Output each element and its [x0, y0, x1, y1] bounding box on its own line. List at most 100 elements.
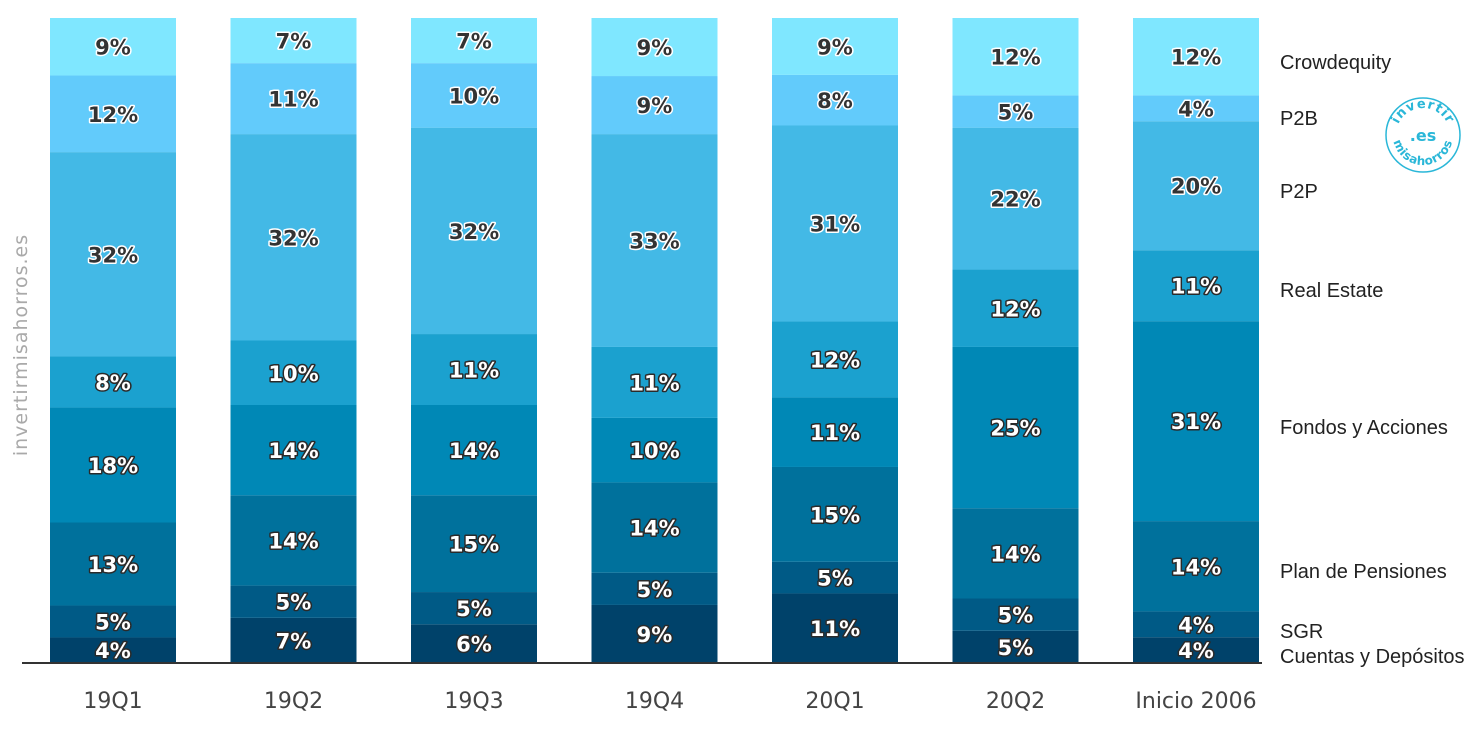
- bar-segment-19q2-p2b: [230, 63, 357, 135]
- bar-segment-19q4-plan-de-pensiones: [591, 482, 718, 573]
- bar-segment-20q2-fondos-y-acciones: [952, 346, 1079, 509]
- bar-segment-20q2-sgr: [952, 598, 1079, 631]
- bar-segment-inicio-2006-real-estate: [1133, 250, 1259, 322]
- data-label-19q4-cuentas-y-depositos: 9%: [637, 623, 673, 647]
- legend: Cuentas y Depósitos SGR Plan de Pensiones F…: [1280, 52, 1465, 668]
- category-label-20q1: 20Q1: [805, 689, 864, 714]
- bar-segment-19q1-crowdequity: [50, 18, 176, 76]
- bar-segment-19q3-p2b: [411, 63, 537, 128]
- category-label-19q1: 19Q1: [83, 689, 142, 714]
- category-label-19q4: 19Q4: [625, 689, 684, 714]
- bar-segment-20q2-cuentas-y-depositos: [952, 630, 1079, 663]
- bar-segment-19q4-cuentas-y-depositos: [591, 604, 718, 663]
- data-label-20q2-p2p: 22%: [990, 188, 1040, 212]
- bar-segment-19q4-real-estate: [591, 346, 718, 418]
- logo-middle-text: .es: [1410, 126, 1436, 145]
- legend-entry-sgr: SGR: [1280, 621, 1323, 643]
- bar-segment-19q1-real-estate: [50, 356, 176, 408]
- data-label-19q4-sgr: 5%: [637, 578, 673, 602]
- bar-segment-inicio-2006-p2p: [1133, 121, 1259, 251]
- data-label-19q2-cuentas-y-depositos: 7%: [276, 629, 312, 653]
- bar-segment-19q3-fondos-y-acciones: [411, 405, 537, 496]
- legend-entry-crowdequity: Crowdequity: [1280, 52, 1391, 74]
- bar-segment-20q1-cuentas-y-depositos: [772, 593, 898, 663]
- data-label-20q2-crowdequity: 12%: [990, 46, 1040, 70]
- bar-segment-20q1-real-estate: [772, 321, 898, 398]
- data-label-20q1-p2p: 31%: [810, 213, 860, 237]
- category-label-19q2: 19Q2: [264, 689, 323, 714]
- bar-segment-19q3-plan-de-pensiones: [411, 495, 537, 593]
- data-label-19q1-real-estate: 8%: [95, 371, 131, 395]
- data-label-19q3-cuentas-y-depositos: 6%: [456, 633, 492, 657]
- legend-entry-cuentas-y-depositos: Cuentas y Depósitos: [1280, 646, 1465, 668]
- bar-segment-19q3-p2p: [411, 127, 537, 335]
- data-label-20q1-real-estate: 12%: [810, 348, 860, 372]
- bar-segment-20q1-fondos-y-acciones: [772, 397, 898, 467]
- data-label-19q3-crowdequity: 7%: [456, 30, 492, 54]
- data-label-20q2-plan-de-pensiones: 14%: [990, 542, 1040, 566]
- category-labels: 19Q1 19Q2 19Q3 19Q4 20Q1 20Q2 Inicio 2006: [83, 689, 1256, 714]
- bar-segment-19q1-cuentas-y-depositos: [50, 637, 176, 663]
- data-label-19q3-real-estate: 11%: [449, 359, 499, 383]
- bar-segment-19q1-sgr: [50, 605, 176, 638]
- bar-segment-19q2-real-estate: [230, 340, 357, 405]
- bar-segment-19q1-p2b: [50, 75, 176, 153]
- legend-entry-fondos-y-acciones: Fondos y Acciones: [1280, 417, 1448, 439]
- bar-segment-19q2-sgr: [230, 585, 357, 618]
- bar-segment-19q4-p2b: [591, 76, 718, 135]
- data-label-inicio-2006-p2p: 20%: [1171, 175, 1221, 199]
- data-label-19q4-fondos-y-acciones: 10%: [629, 439, 679, 463]
- category-label-19q3: 19Q3: [444, 689, 503, 714]
- bar-segment-19q2-plan-de-pensiones: [230, 495, 357, 586]
- data-label-19q4-real-estate: 11%: [629, 371, 679, 395]
- data-label-19q2-fondos-y-acciones: 14%: [268, 439, 318, 463]
- data-label-inicio-2006-sgr: 4%: [1178, 613, 1214, 637]
- logo-top-text: invertir: [1388, 97, 1457, 126]
- legend-entry-p2b: P2B: [1280, 108, 1318, 130]
- data-label-19q1-p2b: 12%: [88, 103, 138, 127]
- bar-segment-inicio-2006-cuentas-y-depositos: [1133, 637, 1259, 663]
- bar-segment-20q1-p2p: [772, 125, 898, 322]
- legend-entry-p2p: P2P: [1280, 181, 1318, 203]
- bar-segment-19q2-cuentas-y-depositos: [230, 617, 357, 663]
- bar-segment-20q2-real-estate: [952, 269, 1079, 347]
- data-label-20q2-p2b: 5%: [998, 101, 1034, 125]
- data-label-inicio-2006-cuentas-y-depositos: 4%: [1178, 639, 1214, 663]
- bar-segment-19q2-fondos-y-acciones: [230, 405, 357, 496]
- data-label-inicio-2006-real-estate: 11%: [1171, 275, 1221, 299]
- bar-segment-20q1-crowdequity: [772, 18, 898, 75]
- bar-segment-19q3-sgr: [411, 592, 537, 625]
- bar-segment-20q1-p2b: [772, 74, 898, 126]
- bar-segment-19q4-fondos-y-acciones: [591, 417, 718, 483]
- logo-ring: [1385, 97, 1461, 173]
- data-label-20q1-fondos-y-acciones: 11%: [810, 421, 860, 445]
- bar-segment-inicio-2006-p2b: [1133, 95, 1259, 122]
- data-label-19q1-fondos-y-acciones: 18%: [88, 454, 138, 478]
- bar-segment-19q1-fondos-y-acciones: [50, 407, 176, 523]
- bar-segment-20q2-plan-de-pensiones: [952, 508, 1079, 599]
- data-label-19q4-p2b: 9%: [637, 94, 673, 118]
- data-label-inicio-2006-crowdequity: 12%: [1171, 46, 1221, 70]
- bar-segment-19q4-crowdequity: [591, 18, 718, 77]
- category-label-20q2: 20Q2: [986, 689, 1045, 714]
- data-label-19q4-plan-de-pensiones: 14%: [629, 517, 679, 541]
- bar-segment-inicio-2006-fondos-y-acciones: [1133, 321, 1259, 522]
- bar-segment-19q3-cuentas-y-depositos: [411, 624, 537, 663]
- bars-group: 4% 5% 13% 18% 8% 32% 12% 9% 7% 5% 14% 14% 10% 32% 11% 7…: [50, 18, 1259, 665]
- bar-segment-19q1-plan-de-pensiones: [50, 522, 176, 606]
- data-label-20q2-fondos-y-acciones: 25%: [990, 417, 1040, 441]
- data-label-19q3-p2b: 10%: [449, 84, 499, 108]
- bar-segment-19q4-p2p: [591, 134, 718, 347]
- data-label-19q1-crowdequity: 9%: [95, 36, 131, 60]
- bar-segment-20q2-p2p: [952, 127, 1079, 270]
- watermark-text: invertirmisahorros.es: [10, 234, 32, 456]
- data-label-19q1-sgr: 5%: [95, 610, 131, 634]
- legend-entry-real-estate: Real Estate: [1280, 280, 1383, 302]
- bar-segment-19q1-p2p: [50, 152, 176, 357]
- data-label-19q1-cuentas-y-depositos: 4%: [95, 639, 131, 663]
- data-label-19q2-real-estate: 10%: [268, 362, 318, 386]
- data-label-20q1-sgr: 5%: [817, 567, 853, 591]
- data-label-19q2-sgr: 5%: [276, 591, 312, 615]
- data-label-20q2-real-estate: 12%: [990, 297, 1040, 321]
